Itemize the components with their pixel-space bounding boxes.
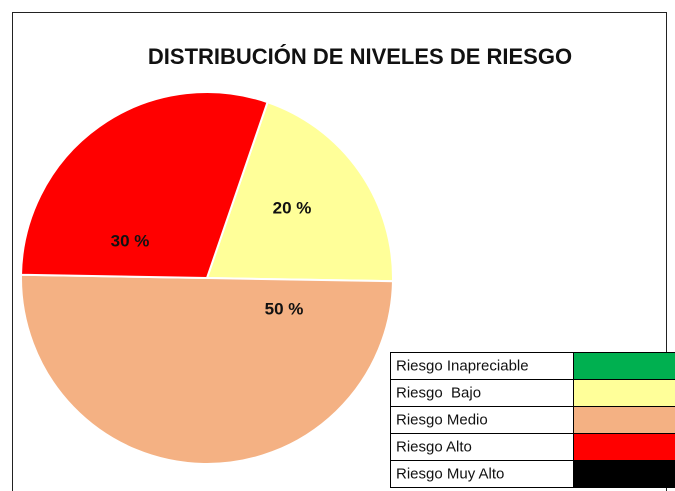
legend-swatch xyxy=(573,433,675,461)
legend-label: Riesgo Alto xyxy=(396,438,472,455)
legend-swatch xyxy=(573,406,675,434)
data-label: 30 % xyxy=(111,231,150,250)
legend-cell xyxy=(390,406,574,434)
chart-frame xyxy=(12,12,667,491)
pie-slice xyxy=(20,273,394,465)
data-label: 20 % xyxy=(273,198,312,217)
legend-label: Riesgo Medio xyxy=(396,411,488,428)
pie-slice xyxy=(20,91,269,280)
legend-label: Riesgo Bajo xyxy=(396,384,481,401)
legend-label: Riesgo Muy Alto xyxy=(396,465,504,482)
legend-swatch xyxy=(573,379,675,407)
pie-slice xyxy=(205,100,394,283)
legend-cell xyxy=(390,352,574,380)
chart-title: DISTRIBUCIÓN DE NIVELES DE RIESGO xyxy=(148,44,572,69)
legend-cell xyxy=(390,460,574,488)
legend-swatch xyxy=(573,352,675,380)
legend-swatch xyxy=(573,460,675,488)
data-label: 50 % xyxy=(265,299,304,318)
legend-label: Riesgo Inapreciable xyxy=(396,357,529,374)
